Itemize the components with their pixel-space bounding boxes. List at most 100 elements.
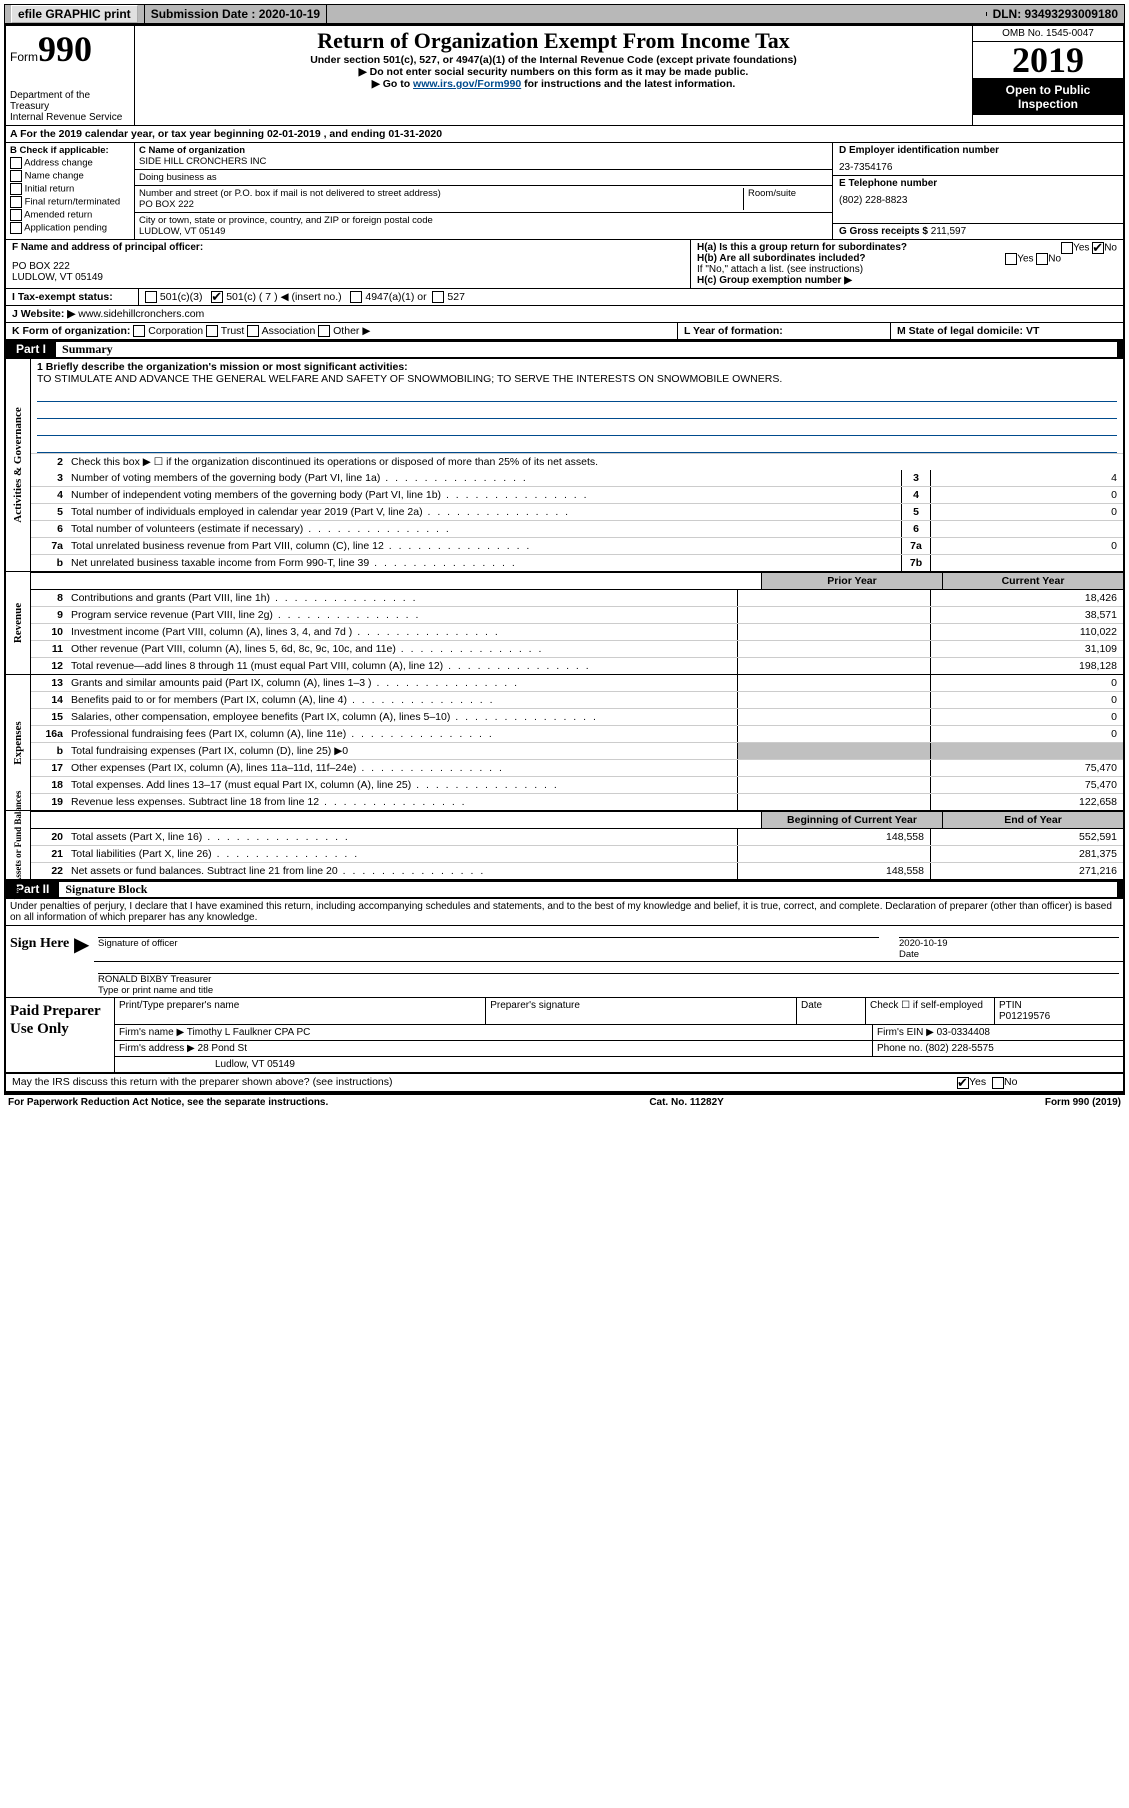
firm-phone-label: Phone no. [877,1043,923,1054]
submission-date: Submission Date : 2020-10-19 [145,5,327,23]
footer-mid: Cat. No. 11282Y [649,1097,723,1108]
line-3: 3 Number of voting members of the govern… [31,470,1123,486]
ha-label: H(a) Is this a group return for subordin… [697,242,907,253]
hb-label: H(b) Are all subordinates included? [697,253,866,264]
preparer-block: Paid Preparer Use Only Print/Type prepar… [6,998,1123,1074]
cb-4947[interactable] [350,291,362,303]
line-5: 5 Total number of individuals employed i… [31,503,1123,520]
hb-yes[interactable] [1005,253,1017,265]
cb-address-change[interactable] [10,157,22,169]
cb-trust[interactable] [206,325,218,337]
cb-501c3[interactable] [145,291,157,303]
hc-label: H(c) Group exemption number ▶ [697,275,1117,286]
line-8: 8Contributions and grants (Part VIII, li… [31,590,1123,606]
line-2: Check this box ▶ ☐ if the organization d… [67,454,1123,470]
hb-no[interactable] [1036,253,1048,265]
sig-date-label: Date [899,949,919,960]
subtitle-3a: ▶ Go to [372,78,413,90]
line-21: 21Total liabilities (Part X, line 26) 28… [31,845,1123,862]
addr-label: Number and street (or P.O. box if mail i… [139,188,743,199]
line-20: 20Total assets (Part X, line 16) 148,558… [31,829,1123,845]
signature-block: Sign Here ▶ Signature of officer 2020-10… [6,925,1123,998]
cb-assoc[interactable] [247,325,259,337]
line-10: 10Investment income (Part VIII, column (… [31,623,1123,640]
line-18: 18Total expenses. Add lines 13–17 (must … [31,776,1123,793]
discuss-no[interactable] [992,1077,1004,1089]
row-k-label: K Form of organization: [12,325,130,337]
gross-receipts-label: G Gross receipts $ [839,226,928,237]
line-14: 14Benefits paid to or for members (Part … [31,691,1123,708]
col-b-checkboxes: B Check if applicable: Address change Na… [6,143,135,239]
room-suite-label: Room/suite [743,188,828,210]
city-value: LUDLOW, VT 05149 [139,226,828,237]
discuss-q: May the IRS discuss this return with the… [12,1076,393,1088]
line-22: 22Net assets or fund balances. Subtract … [31,862,1123,879]
subtitle-3b: for instructions and the latest informat… [521,78,735,90]
line-12: 12Total revenue—add lines 8 through 11 (… [31,657,1123,674]
hdr-current-year: Current Year [942,573,1123,589]
part-2-header: Part II Signature Block [6,880,1123,899]
sig-officer-label: Signature of officer [98,937,879,960]
hdr-end-year: End of Year [942,812,1123,828]
phone-label: E Telephone number [839,178,1117,189]
col-b-label: B Check if applicable: [10,145,130,156]
irs-link[interactable]: www.irs.gov/Form990 [413,78,521,90]
section-revenue: Revenue [6,572,31,674]
line-b: bTotal fundraising expenses (Part IX, co… [31,742,1123,759]
section-governance: Activities & Governance [6,359,31,571]
row-a-period: A For the 2019 calendar year, or tax yea… [6,126,1123,143]
dln: DLN: 93493293009180 [987,5,1124,23]
sign-arrow-icon: ▶ [74,926,94,997]
cb-name-change[interactable] [10,170,22,182]
section-net-assets: Net Assets or Fund Balances [6,811,31,879]
hdr-prior-year: Prior Year [761,573,942,589]
cb-corp[interactable] [133,325,145,337]
line-b: b Net unrelated business taxable income … [31,554,1123,571]
cb-501c[interactable] [211,291,223,303]
line-16a: 16aProfessional fundraising fees (Part I… [31,725,1123,742]
cb-final-return[interactable] [10,196,22,208]
footer-left: For Paperwork Reduction Act Notice, see … [8,1097,328,1108]
prep-self-emp: Check ☐ if self-employed [866,998,995,1024]
firm-city: Ludlow, VT 05149 [115,1057,1123,1072]
form-header: Form990 Department of the Treasury Inter… [6,26,1123,126]
ha-no[interactable] [1092,242,1104,254]
ha-yes[interactable] [1061,242,1073,254]
sig-name-label: Type or print name and title [98,985,213,996]
prep-name-hdr: Print/Type preparer's name [115,998,486,1024]
line-4: 4 Number of independent voting members o… [31,486,1123,503]
firm-name-label: Firm's name ▶ [119,1027,184,1038]
line-19: 19Revenue less expenses. Subtract line 1… [31,793,1123,810]
open-to-public: Open to Public Inspection [973,79,1123,115]
cb-amended[interactable] [10,209,22,221]
line-17: 17Other expenses (Part IX, column (A), l… [31,759,1123,776]
mission-text: TO STIMULATE AND ADVANCE THE GENERAL WEL… [37,373,1117,385]
website-value: www.sidehillcronchers.com [78,308,204,320]
dba-label: Doing business as [135,170,832,186]
line-6: 6 Total number of volunteers (estimate i… [31,520,1123,537]
prep-date-hdr: Date [797,998,866,1024]
efile-button[interactable]: efile GRAPHIC print [11,5,138,23]
line-13: 13Grants and similar amounts paid (Part … [31,675,1123,691]
cb-initial-return[interactable] [10,183,22,195]
subtitle-1: Under section 501(c), 527, or 4947(a)(1)… [139,54,968,66]
footer-right: Form 990 (2019) [1045,1097,1121,1108]
discuss-yes[interactable] [957,1077,969,1089]
hdr-begin-year: Beginning of Current Year [761,812,942,828]
prep-sig-hdr: Preparer's signature [486,998,797,1024]
addr-value: PO BOX 222 [139,199,743,210]
city-label: City or town, state or province, country… [139,215,828,226]
line-11: 11Other revenue (Part VIII, column (A), … [31,640,1123,657]
officer-label: F Name and address of principal officer: [12,242,684,253]
cb-other[interactable] [318,325,330,337]
cb-application-pending[interactable] [10,222,22,234]
form-title: Return of Organization Exempt From Incom… [139,28,968,54]
dept-treasury: Department of the Treasury Internal Reve… [10,90,130,123]
officer-addr1: PO BOX 222 [12,261,684,272]
org-name: SIDE HILL CRONCHERS INC [139,156,828,167]
sign-here-label: Sign Here [6,926,74,997]
firm-addr: 28 Pond St [198,1043,247,1054]
gross-receipts-value: 211,597 [931,226,966,237]
cb-527[interactable] [432,291,444,303]
org-name-label: C Name of organization [139,145,828,156]
